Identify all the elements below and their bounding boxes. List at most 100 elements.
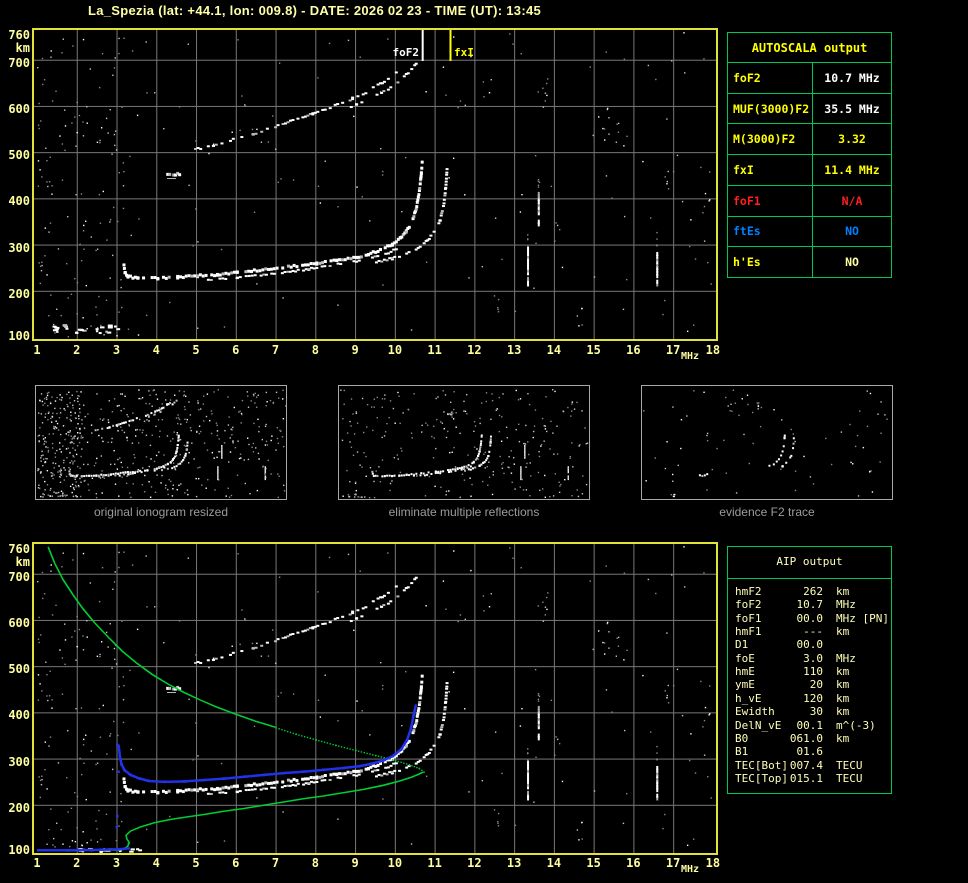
aip-row: foE 3.0 MHz bbox=[735, 652, 889, 665]
aip-param-value: 007.4 bbox=[789, 758, 823, 772]
aip-param-unit: TECU bbox=[836, 771, 863, 785]
x-tick-label: 2 bbox=[73, 343, 81, 357]
x-tick-label: 10 bbox=[387, 343, 403, 357]
y-tick-label: 500 bbox=[8, 662, 30, 677]
param-label: h'Es bbox=[733, 255, 761, 270]
autoscala-table-title: AUTOSCALA output bbox=[751, 40, 868, 55]
aip-param-label: foF2 bbox=[735, 598, 762, 612]
aip-output-table: AIP output hmF2 262 km foF2 10.7 MHz foF1 00.0 M… bbox=[727, 546, 892, 794]
thumbnail-evidence-canvas bbox=[642, 386, 892, 499]
x-tick-label: 1 bbox=[33, 856, 41, 870]
thumbnail-caption: original ionogram resized bbox=[93, 505, 229, 519]
aip-param-label: TEC[Top] bbox=[735, 771, 788, 785]
x-tick-label: 17 bbox=[665, 343, 681, 357]
param-value: NO bbox=[812, 247, 891, 277]
aip-row: ymE 20 km bbox=[735, 678, 889, 691]
aip-param-unit: MHz bbox=[836, 598, 856, 612]
aip-row: hmE 110 km bbox=[735, 665, 889, 678]
x-tick-label: 4 bbox=[152, 856, 160, 870]
fof2-marker-label: foF2 bbox=[392, 46, 420, 59]
aip-param-unit: km bbox=[836, 585, 850, 598]
aip-row: D1 00.0 bbox=[735, 638, 889, 651]
param-label: MUF(3000)F2 bbox=[733, 101, 810, 116]
aip-param-unit: km bbox=[836, 731, 850, 745]
aip-param-unit: km bbox=[836, 691, 850, 705]
x-tick-label: 5 bbox=[192, 856, 200, 870]
x-tick-label: 5 bbox=[192, 343, 200, 357]
x-tick-label: 6 bbox=[232, 856, 240, 870]
aip-param-value: 3.0 bbox=[803, 651, 823, 665]
aip-param-value: 00.0 bbox=[796, 611, 824, 625]
x-tick-label: 14 bbox=[546, 856, 562, 870]
thumbnail-original-ionogram bbox=[35, 385, 287, 500]
table-row: foF1 N/A bbox=[728, 184, 891, 216]
aip-param-value: 30 bbox=[809, 705, 823, 719]
x-tick-label: 9 bbox=[351, 343, 359, 357]
aip-row: Ewidth 30 km bbox=[735, 705, 889, 718]
x-tick-label: 7 bbox=[271, 343, 280, 357]
y-tick-label: 400 bbox=[8, 708, 30, 723]
y-tick-label: 700 bbox=[8, 55, 30, 70]
aip-param-unit: m^(-3) bbox=[836, 718, 876, 732]
top-x-unit-label: MHz bbox=[681, 351, 700, 362]
aip-param-value: 00.0 bbox=[796, 638, 824, 652]
y-tick-label: 760 bbox=[8, 542, 30, 556]
x-tick-label: 11 bbox=[427, 856, 442, 870]
x-tick-label: 12 bbox=[467, 343, 482, 357]
aip-row: h_vE 120 km bbox=[735, 692, 889, 705]
param-value: NO bbox=[812, 216, 891, 247]
y-tick-label: 100 bbox=[8, 329, 30, 343]
aip-row: B0 061.0 km bbox=[735, 732, 889, 745]
thumbnail-evidence-f2 bbox=[641, 385, 893, 500]
top-ionogram-canvas bbox=[34, 30, 716, 339]
aip-row: foF1 00.0 MHz [PN] bbox=[735, 612, 889, 625]
thumbnail-caption: evidence F2 trace bbox=[719, 505, 815, 519]
aip-param-label: Ewidth bbox=[735, 705, 775, 719]
aip-row: hmF1 --- km bbox=[735, 625, 889, 638]
y-axis-unit-label: km bbox=[15, 555, 30, 569]
aip-param-label: h_vE bbox=[735, 691, 762, 705]
x-tick-label: 3 bbox=[112, 856, 121, 870]
aip-param-label: foE bbox=[735, 651, 755, 665]
aip-table-divider bbox=[728, 578, 891, 579]
aip-param-label: hmE bbox=[735, 665, 755, 679]
table-row: ftEs NO bbox=[728, 215, 891, 247]
x-tick-label: 16 bbox=[626, 856, 641, 870]
autoscala-output-table: AUTOSCALA output foF2 10.7 MHz MUF(3000)… bbox=[727, 32, 892, 278]
param-label: foF2 bbox=[733, 70, 761, 85]
y-tick-label: 700 bbox=[8, 569, 30, 584]
aip-param-unit: km bbox=[836, 678, 850, 692]
param-value: N/A bbox=[812, 185, 891, 216]
x-tick-label: 7 bbox=[271, 856, 280, 870]
x-tick-label: 6 bbox=[232, 343, 240, 357]
x-tick-label: 13 bbox=[506, 856, 522, 870]
y-axis-unit-label: km bbox=[15, 41, 30, 55]
param-value: 10.7 MHz bbox=[812, 63, 891, 93]
aip-row: B1 01.6 bbox=[735, 745, 889, 758]
aip-param-label: hmF2 bbox=[735, 585, 762, 598]
bottom-ionogram-canvas bbox=[34, 544, 716, 853]
thumbnail-caption: eliminate multiple reflections bbox=[388, 505, 540, 519]
aip-param-value: 00.1 bbox=[796, 718, 824, 732]
aip-param-label: TEC[Bot] bbox=[735, 758, 788, 772]
aip-param-unit: TECU bbox=[836, 758, 863, 772]
y-tick-label: 600 bbox=[8, 615, 30, 630]
x-tick-label: 15 bbox=[586, 343, 601, 357]
x-tick-label: 10 bbox=[387, 856, 403, 870]
param-value: 3.32 bbox=[812, 124, 891, 155]
x-tick-label: 4 bbox=[152, 343, 160, 357]
x-tick-label: 18 bbox=[705, 856, 721, 870]
aip-param-value: 01.6 bbox=[796, 745, 824, 759]
aip-param-label: B1 bbox=[735, 745, 749, 759]
param-label: M(3000)F2 bbox=[733, 132, 796, 147]
aip-param-label: B0 bbox=[735, 731, 749, 745]
y-tick-label: 400 bbox=[8, 194, 30, 209]
aip-param-value: 20 bbox=[809, 678, 823, 692]
y-tick-label: 500 bbox=[8, 148, 30, 163]
fxi-marker-label: fxI bbox=[454, 46, 474, 59]
bottom-x-unit-label: MHz bbox=[681, 864, 700, 875]
x-tick-label: 1 bbox=[33, 343, 41, 357]
param-label: foF1 bbox=[733, 193, 761, 208]
param-label: fxI bbox=[733, 162, 754, 177]
x-tick-label: 16 bbox=[626, 343, 641, 357]
